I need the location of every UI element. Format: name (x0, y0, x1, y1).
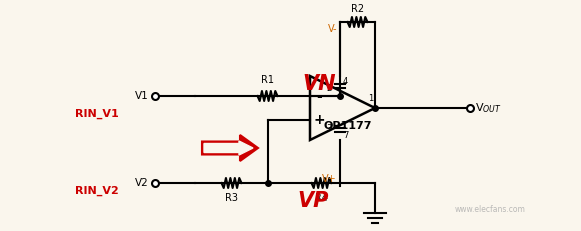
Text: -: - (316, 90, 322, 104)
Text: 1: 1 (368, 94, 373, 103)
Text: 4: 4 (343, 76, 348, 85)
Text: VP: VP (297, 191, 329, 211)
Text: R2: R2 (351, 4, 364, 14)
Text: VN: VN (302, 74, 336, 94)
Text: V1: V1 (135, 91, 149, 101)
Text: R1: R1 (261, 75, 274, 85)
Text: +: + (313, 113, 325, 127)
Text: V2: V2 (135, 178, 149, 188)
Text: RIN_V1: RIN_V1 (75, 109, 119, 119)
Text: 3: 3 (326, 124, 331, 133)
Text: 7: 7 (343, 131, 349, 140)
Text: www.elecfans.com: www.elecfans.com (454, 206, 525, 215)
Text: R3: R3 (225, 193, 238, 203)
Text: RIN_V2: RIN_V2 (75, 186, 119, 196)
Text: V-: V- (328, 24, 337, 34)
Polygon shape (202, 135, 258, 161)
Text: V+: V+ (322, 174, 337, 184)
Text: V$_{{OUT}}$: V$_{{OUT}}$ (475, 101, 502, 115)
Text: 2: 2 (326, 84, 331, 93)
Polygon shape (204, 141, 253, 155)
Text: OP1177: OP1177 (324, 121, 372, 131)
Text: R4: R4 (315, 193, 328, 203)
